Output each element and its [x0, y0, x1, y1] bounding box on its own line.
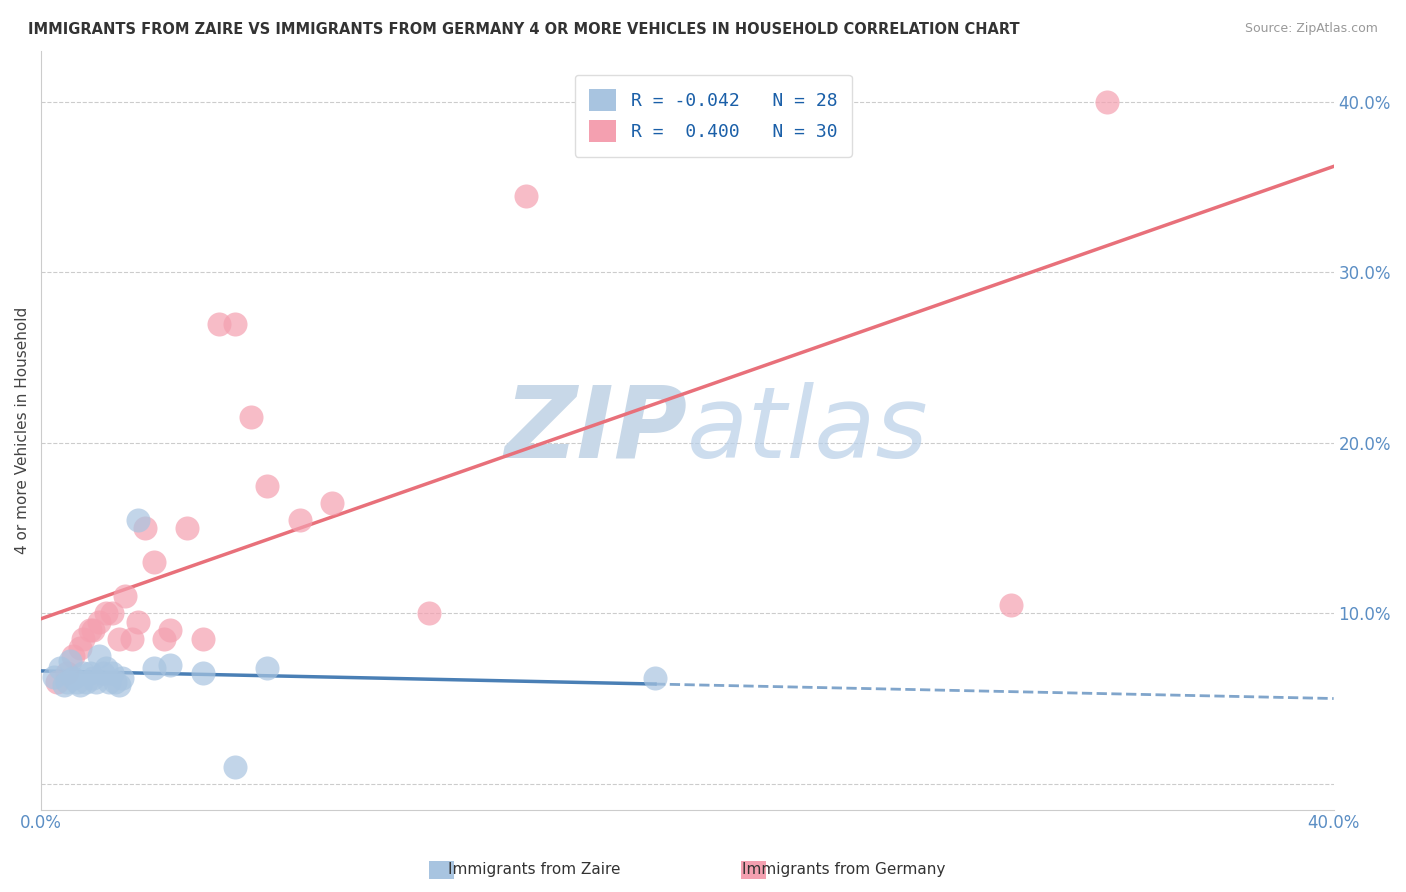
- Point: [418, 607, 440, 621]
- Point: [224, 317, 246, 331]
- Point: [111, 671, 134, 685]
- Point: [82, 624, 104, 638]
- Point: [104, 674, 127, 689]
- Point: [515, 188, 537, 202]
- Point: [143, 555, 166, 569]
- Point: [101, 607, 124, 621]
- Point: [191, 632, 214, 646]
- Point: [89, 615, 111, 629]
- Point: [224, 760, 246, 774]
- Point: [56, 674, 79, 689]
- Point: [288, 513, 311, 527]
- Point: [143, 661, 166, 675]
- Point: [69, 678, 91, 692]
- Point: [256, 478, 278, 492]
- Point: [66, 674, 89, 689]
- Point: [62, 671, 84, 685]
- Point: [208, 317, 231, 331]
- Point: [121, 632, 143, 646]
- Point: [240, 410, 263, 425]
- Y-axis label: 4 or more Vehicles in Household: 4 or more Vehicles in Household: [15, 307, 30, 554]
- Point: [176, 521, 198, 535]
- Point: [191, 666, 214, 681]
- Point: [127, 513, 149, 527]
- Point: [101, 666, 124, 681]
- Point: [72, 666, 94, 681]
- Point: [49, 661, 72, 675]
- Point: [1000, 598, 1022, 612]
- Point: [134, 521, 156, 535]
- Text: IMMIGRANTS FROM ZAIRE VS IMMIGRANTS FROM GERMANY 4 OR MORE VEHICLES IN HOUSEHOLD: IMMIGRANTS FROM ZAIRE VS IMMIGRANTS FROM…: [28, 22, 1019, 37]
- Point: [321, 495, 343, 509]
- Point: [52, 678, 75, 692]
- Point: [114, 590, 136, 604]
- Text: atlas: atlas: [688, 382, 929, 479]
- Text: Immigrants from Germany: Immigrants from Germany: [742, 863, 945, 877]
- Legend: R = -0.042   N = 28, R =  0.400   N = 30: R = -0.042 N = 28, R = 0.400 N = 30: [575, 75, 852, 157]
- Point: [153, 632, 176, 646]
- Point: [159, 657, 181, 672]
- Point: [89, 648, 111, 663]
- Point: [94, 607, 117, 621]
- Point: [91, 666, 114, 681]
- Point: [69, 640, 91, 655]
- Point: [62, 648, 84, 663]
- Point: [72, 632, 94, 646]
- Point: [82, 671, 104, 685]
- Point: [84, 674, 107, 689]
- Point: [79, 666, 101, 681]
- Text: Source: ZipAtlas.com: Source: ZipAtlas.com: [1244, 22, 1378, 36]
- Point: [94, 661, 117, 675]
- Point: [56, 666, 79, 681]
- Point: [46, 674, 69, 689]
- Point: [79, 624, 101, 638]
- Point: [107, 632, 129, 646]
- Text: Immigrants from Zaire: Immigrants from Zaire: [449, 863, 620, 877]
- Point: [42, 669, 65, 683]
- Point: [107, 678, 129, 692]
- Point: [127, 615, 149, 629]
- Point: [1097, 95, 1119, 109]
- Point: [75, 674, 97, 689]
- Point: [59, 654, 82, 668]
- Point: [98, 674, 121, 689]
- Point: [644, 671, 666, 685]
- Point: [256, 661, 278, 675]
- Point: [159, 624, 181, 638]
- Text: ZIP: ZIP: [505, 382, 688, 479]
